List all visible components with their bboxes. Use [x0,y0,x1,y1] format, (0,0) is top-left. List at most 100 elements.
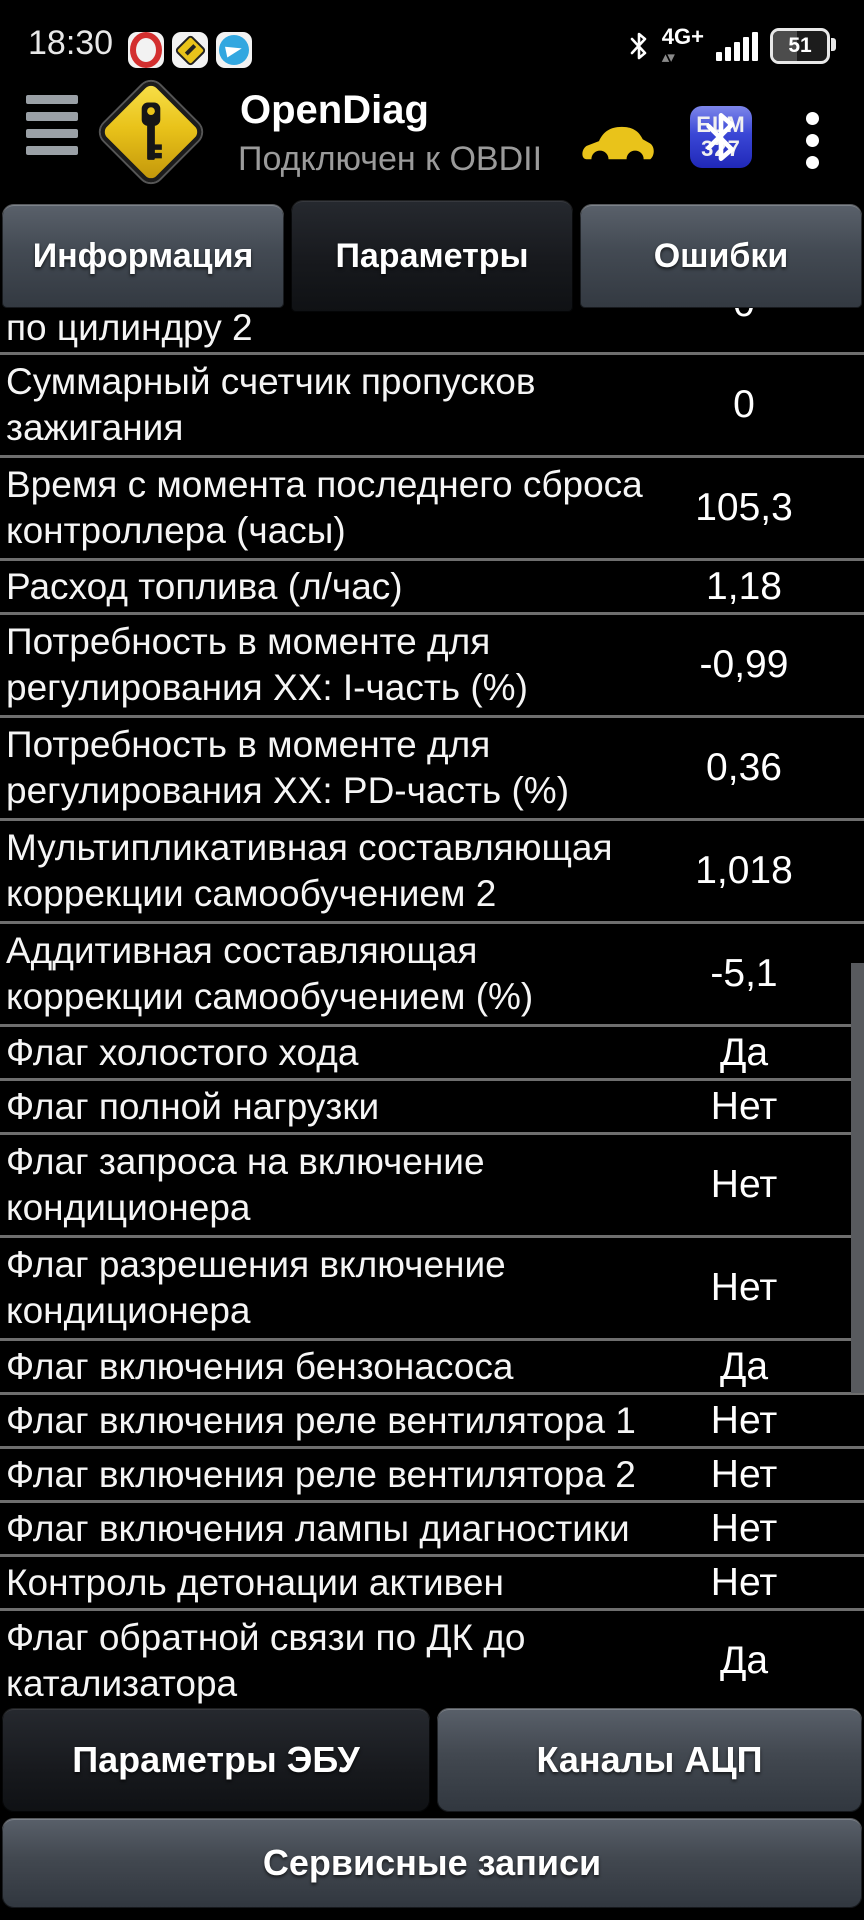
table-row[interactable]: Мультипликативная составляющая коррекции… [0,821,864,924]
parameter-value-cell: 1,18 [644,561,844,612]
parameter-name: Потребность в моменте для регулирования … [6,724,570,811]
parameters-table: по цилиндру 2 0 Суммарный счетчик пропус… [0,308,864,1920]
tab-label: Ошибки [653,236,789,275]
table-row[interactable]: Расход топлива (л/час) 1,18 [0,561,864,615]
status-bar: 18:30 4G+ ▴▾ 51 [0,0,864,78]
parameter-name: Суммарный счетчик пропусков зажигания [6,361,536,448]
connection-status: Подключен к OBDII [238,140,543,178]
table-row[interactable]: Флаг включения реле вентилятора 2 Нет [0,1449,864,1503]
app-header: OpenDiag Подключен к OBDII ELM 327 [0,76,864,202]
parameter-name: Расход топлива (л/час) [6,565,403,607]
elm327-bluetooth-button[interactable]: ELM 327 [690,106,752,168]
overflow-menu-icon[interactable] [806,112,819,169]
ecu-parameters-button[interactable]: Параметры ЭБУ [2,1708,430,1812]
table-row[interactable]: Флаг обратной связи по ДК до катализатор… [0,1611,864,1714]
parameter-name: Флаг холостого хода [6,1031,359,1073]
parameter-value-cell: Нет [644,1503,844,1554]
adc-channels-button[interactable]: Каналы АЦП [437,1708,862,1812]
parameter-value-cell: Нет [644,1557,844,1608]
parameter-value: 1,018 [695,849,793,892]
signal-bars-icon [716,31,758,61]
parameter-value-cell: Нет [644,1135,844,1235]
parameter-value-cell: Нет [644,1449,844,1500]
parameter-value-cell: 105,3 [644,458,844,558]
table-row[interactable]: Аддитивная составляющая коррекции самооб… [0,924,864,1027]
telegram-icon [216,32,252,68]
tab-bar: Информация Параметры Ошибки [0,200,864,314]
parameter-value: Нет [710,1560,778,1604]
parameter-name: Флаг обратной связи по ДК до катализатор… [6,1617,526,1704]
bottom-action-bar: Параметры ЭБУ Каналы АЦП Сервисные запис… [0,1706,864,1920]
table-row[interactable]: Потребность в моменте для регулирования … [0,718,864,821]
opendiag-diamond-glyph [173,33,207,67]
table-row[interactable]: Флаг холостого хода Да [0,1027,864,1081]
parameter-value: Нет [710,1398,778,1442]
table-row[interactable]: по цилиндру 2 0 [0,308,864,355]
table-row[interactable]: Флаг включения бензонасоса Да [0,1341,864,1395]
battery-nub [831,37,836,51]
parameter-name: Флаг включения лампы диагностики [6,1507,630,1549]
car-status-icon[interactable] [580,118,656,170]
tab-information[interactable]: Информация [2,204,284,308]
parameter-value-cell: Нет [644,1238,844,1338]
parameter-value: Да [719,1639,769,1682]
parameter-value: 0,36 [706,746,782,789]
button-label: Каналы АЦП [536,1739,763,1780]
parameter-value: Нет [710,1084,778,1128]
parameter-value-cell: 0 [644,308,844,352]
battery-icon: 51 [770,27,836,64]
table-row[interactable]: Флаг полной нагрузки Нет [0,1081,864,1135]
elm-bluetooth-rune-icon [706,113,735,161]
parameter-value-cell: Нет [644,1081,844,1132]
parameter-name: Флаг разрешения включение кондиционера [6,1244,506,1331]
table-row[interactable]: Флаг разрешения включение кондиционера Н… [0,1238,864,1341]
tab-parameters[interactable]: Параметры [291,200,573,312]
parameter-value: -5,1 [710,952,778,995]
table-row[interactable]: Потребность в моменте для регулирования … [0,615,864,718]
parameter-name: по цилиндру 2 [6,308,253,348]
service-records-button[interactable]: Сервисные записи [2,1818,862,1908]
parameter-name: Контроль детонации активен [6,1561,504,1603]
parameter-value-cell: Да [644,1027,844,1078]
table-row[interactable]: Время с момента последнего сброса контро… [0,458,864,561]
network-activity-arrows: ▴▾ [661,49,675,66]
parameter-value: -0,99 [699,643,789,686]
battery-fill [773,30,798,61]
parameter-value: Да [719,1030,769,1074]
parameter-value: 0 [733,383,755,426]
parameter-name: Потребность в моменте для регулирования … [6,621,528,708]
button-label: Сервисные записи [262,1842,602,1883]
tab-label: Параметры [335,236,529,275]
parameter-value: 0 [733,308,755,326]
table-row[interactable]: Суммарный счетчик пропусков зажигания 0 [0,355,864,458]
tab-label: Информация [32,236,254,275]
parameter-name: Флаг включения реле вентилятора 2 [6,1453,636,1495]
table-row[interactable]: Флаг запроса на включение кондиционера Н… [0,1135,864,1238]
network-type-label: 4G+ [661,24,704,49]
opera-icon [128,32,164,68]
parameter-value: Нет [710,1506,778,1550]
parameter-value-cell: 1,018 [644,821,844,921]
parameter-name: Флаг включения бензонасоса [6,1345,514,1387]
table-row[interactable]: Контроль детонации активен Нет [0,1557,864,1611]
parameter-value-cell: Да [644,1341,844,1392]
button-label: Параметры ЭБУ [72,1739,360,1780]
parameter-value: Нет [710,1163,778,1206]
menu-hamburger-icon[interactable] [26,95,78,163]
bluetooth-status-icon [630,32,647,59]
parameter-name: Флаг полной нагрузки [6,1085,380,1127]
parameter-value-cell: -5,1 [644,924,844,1024]
table-row[interactable]: Флаг включения лампы диагностики Нет [0,1503,864,1557]
key-icon [141,102,162,160]
clock: 18:30 [28,24,114,62]
opera-o-glyph [130,32,162,68]
parameter-value-cell: Нет [644,1395,844,1446]
parameter-value-cell: Да [644,1611,844,1711]
parameter-name: Флаг запроса на включение кондиционера [6,1141,485,1228]
parameter-value: 105,3 [695,486,793,529]
telegram-circle-glyph [219,35,249,65]
table-row[interactable]: Флаг включения реле вентилятора 1 Нет [0,1395,864,1449]
scrollbar-thumb[interactable] [851,963,864,1393]
parameter-value: 1,18 [706,564,782,608]
tab-errors[interactable]: Ошибки [580,204,862,308]
